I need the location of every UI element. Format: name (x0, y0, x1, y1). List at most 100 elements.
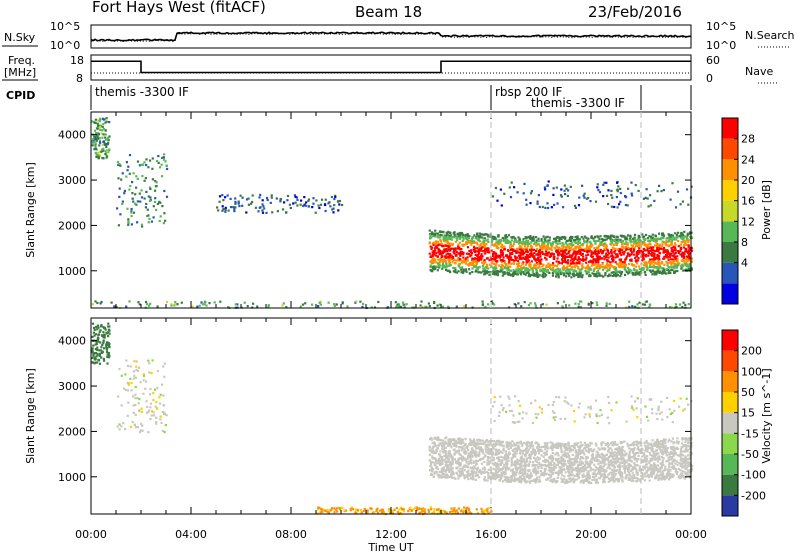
data-cell (682, 264, 685, 268)
data-cell (597, 261, 600, 264)
data-cell (599, 468, 602, 471)
data-cell (99, 118, 102, 122)
data-cell (485, 263, 488, 266)
data-cell (500, 204, 503, 207)
data-cell (683, 252, 686, 255)
data-cell (155, 208, 158, 211)
data-cell (624, 471, 627, 474)
data-cell (465, 260, 468, 263)
data-cell (684, 261, 687, 264)
data-cell (400, 305, 403, 308)
data-cell (676, 437, 679, 440)
data-cell (546, 441, 549, 444)
data-cell (163, 153, 166, 156)
data-cell (599, 235, 602, 238)
data-cell (233, 210, 236, 213)
data-cell (590, 236, 593, 239)
data-cell (599, 475, 603, 478)
data-cell (471, 271, 474, 274)
data-cell (484, 305, 487, 309)
data-cell (574, 238, 577, 241)
data-cell (619, 260, 622, 263)
data-cell (446, 238, 449, 241)
data-cell (296, 198, 299, 201)
data-cell (94, 333, 97, 336)
data-cell (528, 242, 531, 245)
data-cell (492, 462, 495, 465)
nsearch-label: N.Search (745, 29, 795, 42)
data-cell (127, 364, 130, 368)
data-cell (673, 447, 676, 450)
data-cell (582, 255, 585, 258)
data-cell (442, 469, 445, 472)
data-cell (606, 445, 609, 448)
data-cell (448, 237, 451, 241)
data-cell (656, 242, 659, 246)
data-cell (241, 204, 244, 207)
data-cell (501, 274, 504, 277)
data-cell (509, 269, 512, 272)
data-cell (606, 248, 609, 251)
data-cell (304, 204, 307, 207)
data-cell (152, 216, 155, 219)
data-cell (205, 304, 208, 307)
data-cell (470, 469, 473, 472)
data-cell (471, 259, 474, 262)
data-cell (503, 237, 506, 240)
data-cell (610, 189, 613, 192)
data-cell (689, 252, 692, 255)
data-cell (517, 302, 520, 305)
data-cell (573, 262, 576, 265)
data-cell (283, 201, 286, 204)
data-cell (100, 132, 103, 135)
data-cell (96, 301, 99, 305)
data-cell (479, 449, 482, 452)
data-cell (565, 255, 568, 259)
data-cell (449, 467, 452, 470)
data-cell (535, 239, 538, 242)
data-cell (541, 268, 544, 271)
data-cell (570, 243, 573, 246)
data-cell (653, 255, 656, 258)
data-cell (514, 467, 517, 470)
data-cell (526, 267, 530, 270)
data-cell (680, 265, 683, 268)
data-cell (509, 257, 512, 260)
data-cell (433, 235, 436, 238)
data-cell (580, 300, 583, 303)
data-cell (478, 232, 481, 235)
data-cell (620, 458, 623, 461)
data-cell (542, 455, 545, 458)
data-cell (470, 251, 473, 254)
data-cell (473, 465, 476, 468)
data-cell (576, 245, 579, 248)
data-cell (476, 469, 479, 472)
data-cell (485, 257, 489, 260)
data-cell (504, 478, 507, 481)
data-cell (565, 272, 568, 275)
data-cell (512, 471, 515, 474)
data-cell (573, 478, 576, 482)
data-cell (664, 243, 667, 246)
data-cell (501, 253, 504, 256)
data-cell (670, 448, 673, 451)
data-cell (198, 304, 201, 307)
data-cell (483, 456, 486, 459)
data-cell (341, 203, 344, 207)
data-cell (558, 261, 561, 264)
data-cell (128, 300, 131, 303)
data-cell (506, 256, 509, 259)
data-cell (574, 206, 577, 209)
data-cell (548, 255, 551, 258)
data-cell (556, 246, 559, 249)
data-cell (578, 300, 582, 303)
data-cell (155, 181, 158, 184)
data-cell (656, 262, 659, 265)
data-cell (575, 261, 578, 264)
data-cell (580, 258, 583, 262)
data-cell (261, 203, 264, 206)
data-cell (593, 274, 596, 277)
data-cell (331, 208, 334, 211)
data-cell (643, 241, 646, 244)
data-cell (457, 234, 460, 237)
